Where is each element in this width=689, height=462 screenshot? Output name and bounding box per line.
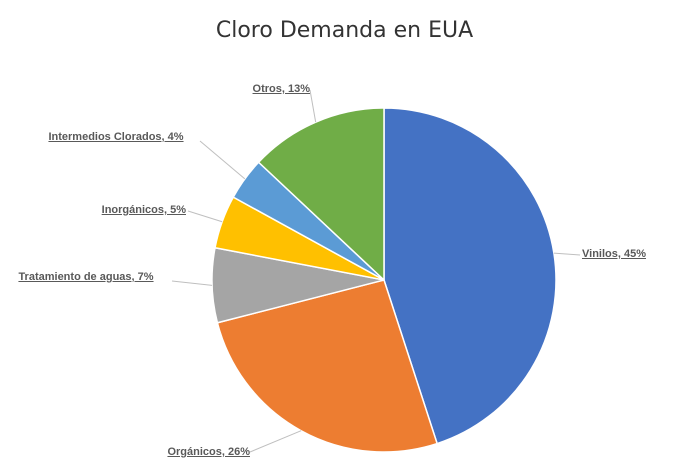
data-label: Orgánicos, 26% <box>167 446 250 458</box>
data-label: Otros, 13% <box>252 83 310 95</box>
chart-title: Cloro Demanda en EUA <box>215 18 474 43</box>
leader-line <box>199 140 246 180</box>
leader-line <box>309 89 317 123</box>
data-label: Inorgánicos, 5% <box>101 204 186 216</box>
data-label: Tratamiento de aguas, 7% <box>18 271 154 283</box>
pie-slice <box>216 279 439 453</box>
pie-slice <box>383 107 557 445</box>
data-label: Vinilos, 45% <box>582 248 646 260</box>
leader-line <box>187 210 223 223</box>
leader-line <box>171 280 213 286</box>
data-label: Intermedios Clorados, 4% <box>48 131 184 143</box>
pie-slice <box>257 107 385 282</box>
leader-line <box>249 430 302 453</box>
leader-line <box>553 252 581 256</box>
